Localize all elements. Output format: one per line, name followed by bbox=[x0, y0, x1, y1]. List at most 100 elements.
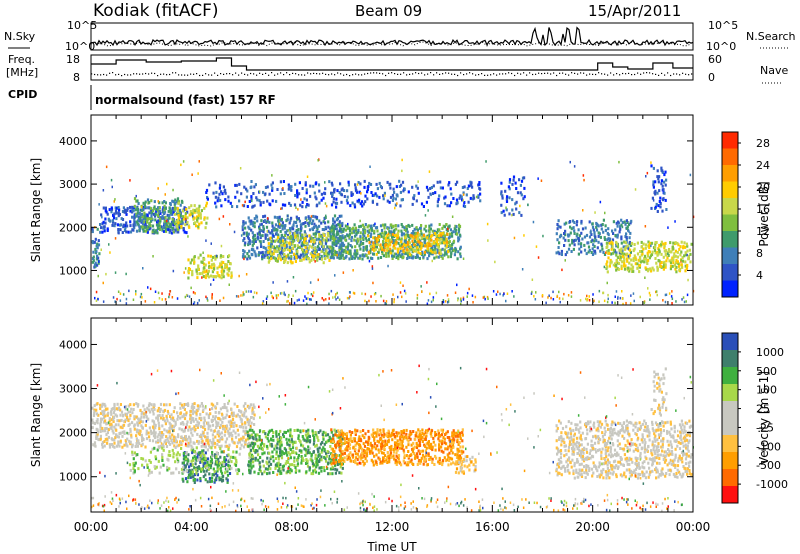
range-cell bbox=[244, 421, 247, 425]
range-cell bbox=[325, 249, 328, 253]
range-cell bbox=[195, 413, 198, 417]
range-cell bbox=[142, 201, 145, 205]
range-cell bbox=[406, 230, 409, 234]
range-cell bbox=[243, 231, 246, 235]
range-cell bbox=[165, 414, 168, 418]
range-cell bbox=[636, 266, 639, 270]
nave-point bbox=[181, 74, 183, 76]
range-cell bbox=[253, 423, 256, 426]
range-cell bbox=[309, 218, 312, 222]
range-cell bbox=[302, 243, 305, 247]
range-cell bbox=[192, 417, 195, 421]
nave-point bbox=[142, 73, 144, 75]
range-cell bbox=[157, 209, 160, 213]
range-cell bbox=[137, 403, 140, 407]
range-cell bbox=[372, 252, 375, 256]
range-cell bbox=[287, 187, 290, 191]
range-cell bbox=[340, 246, 343, 250]
range-cell bbox=[395, 185, 398, 189]
range-cell bbox=[344, 249, 347, 253]
range-cell bbox=[153, 301, 156, 304]
range-cell bbox=[462, 257, 465, 260]
range-cell bbox=[201, 449, 204, 453]
range-cell bbox=[214, 405, 217, 409]
range-cell bbox=[679, 267, 682, 271]
range-cell bbox=[148, 426, 151, 430]
nave-point bbox=[628, 72, 630, 74]
range-cell bbox=[258, 199, 261, 203]
range-cell bbox=[214, 460, 218, 464]
range-cell bbox=[422, 255, 425, 259]
range-cell bbox=[433, 229, 436, 233]
range-cell bbox=[203, 416, 206, 420]
range-cell bbox=[400, 229, 403, 233]
range-cell bbox=[540, 179, 543, 182]
range-cell bbox=[644, 246, 647, 250]
range-cell bbox=[508, 187, 511, 191]
range-cell bbox=[557, 219, 560, 223]
range-cell bbox=[300, 258, 303, 262]
range-cell bbox=[201, 457, 204, 461]
range-cell bbox=[247, 434, 250, 438]
range-cell bbox=[149, 460, 152, 464]
range-cell bbox=[188, 213, 191, 217]
range-cell bbox=[283, 192, 286, 195]
nave-point bbox=[211, 74, 213, 76]
range-cell bbox=[625, 237, 628, 241]
range-cell bbox=[173, 444, 176, 448]
range-cell bbox=[432, 298, 434, 302]
range-cell bbox=[479, 192, 482, 196]
range-cell bbox=[180, 428, 183, 432]
range-cell bbox=[362, 230, 365, 234]
range-cell bbox=[136, 453, 139, 457]
range-cell bbox=[139, 295, 142, 299]
range-cell bbox=[462, 199, 464, 202]
range-cell bbox=[165, 403, 168, 407]
range-cell bbox=[660, 242, 663, 246]
range-cell bbox=[283, 452, 286, 456]
range-cell bbox=[619, 225, 622, 229]
range-cell bbox=[223, 406, 226, 409]
nave-point bbox=[400, 73, 402, 75]
range-cell bbox=[224, 440, 227, 444]
range-cell bbox=[435, 255, 438, 259]
nave-tick-bottom: 0 bbox=[708, 71, 715, 84]
range-cell bbox=[186, 210, 189, 214]
range-cell bbox=[168, 421, 171, 425]
range-cell bbox=[241, 204, 244, 207]
range-cell bbox=[629, 248, 632, 252]
range-cell bbox=[267, 238, 270, 242]
range-cell bbox=[303, 240, 306, 244]
range-cell bbox=[217, 467, 220, 471]
range-cell bbox=[389, 195, 393, 199]
range-cell bbox=[591, 225, 595, 229]
range-cell bbox=[659, 262, 661, 266]
range-cell bbox=[185, 218, 187, 221]
range-cell bbox=[217, 421, 220, 425]
range-cell bbox=[370, 245, 373, 249]
range-cell bbox=[263, 254, 266, 258]
range-cell bbox=[318, 189, 321, 193]
range-cell bbox=[286, 229, 289, 233]
range-cell bbox=[620, 218, 623, 222]
range-cell bbox=[658, 175, 661, 179]
range-cell bbox=[456, 180, 459, 184]
range-cell bbox=[454, 182, 457, 186]
range-cell bbox=[271, 245, 274, 249]
range-cell bbox=[412, 197, 415, 201]
range-cell bbox=[232, 450, 235, 454]
range-cell bbox=[452, 230, 455, 234]
range-cell bbox=[332, 256, 335, 260]
range-cell bbox=[290, 469, 293, 473]
range-cell bbox=[384, 245, 387, 249]
range-cell bbox=[113, 408, 116, 412]
range-cell bbox=[230, 460, 233, 464]
freq-label: Freq. bbox=[8, 53, 35, 66]
range-cell bbox=[185, 231, 188, 235]
range-cell bbox=[194, 457, 197, 461]
range-cell bbox=[645, 260, 648, 264]
range-cell bbox=[685, 300, 687, 303]
range-cell bbox=[163, 408, 167, 412]
range-cell bbox=[456, 201, 459, 205]
range-cell bbox=[330, 228, 334, 232]
